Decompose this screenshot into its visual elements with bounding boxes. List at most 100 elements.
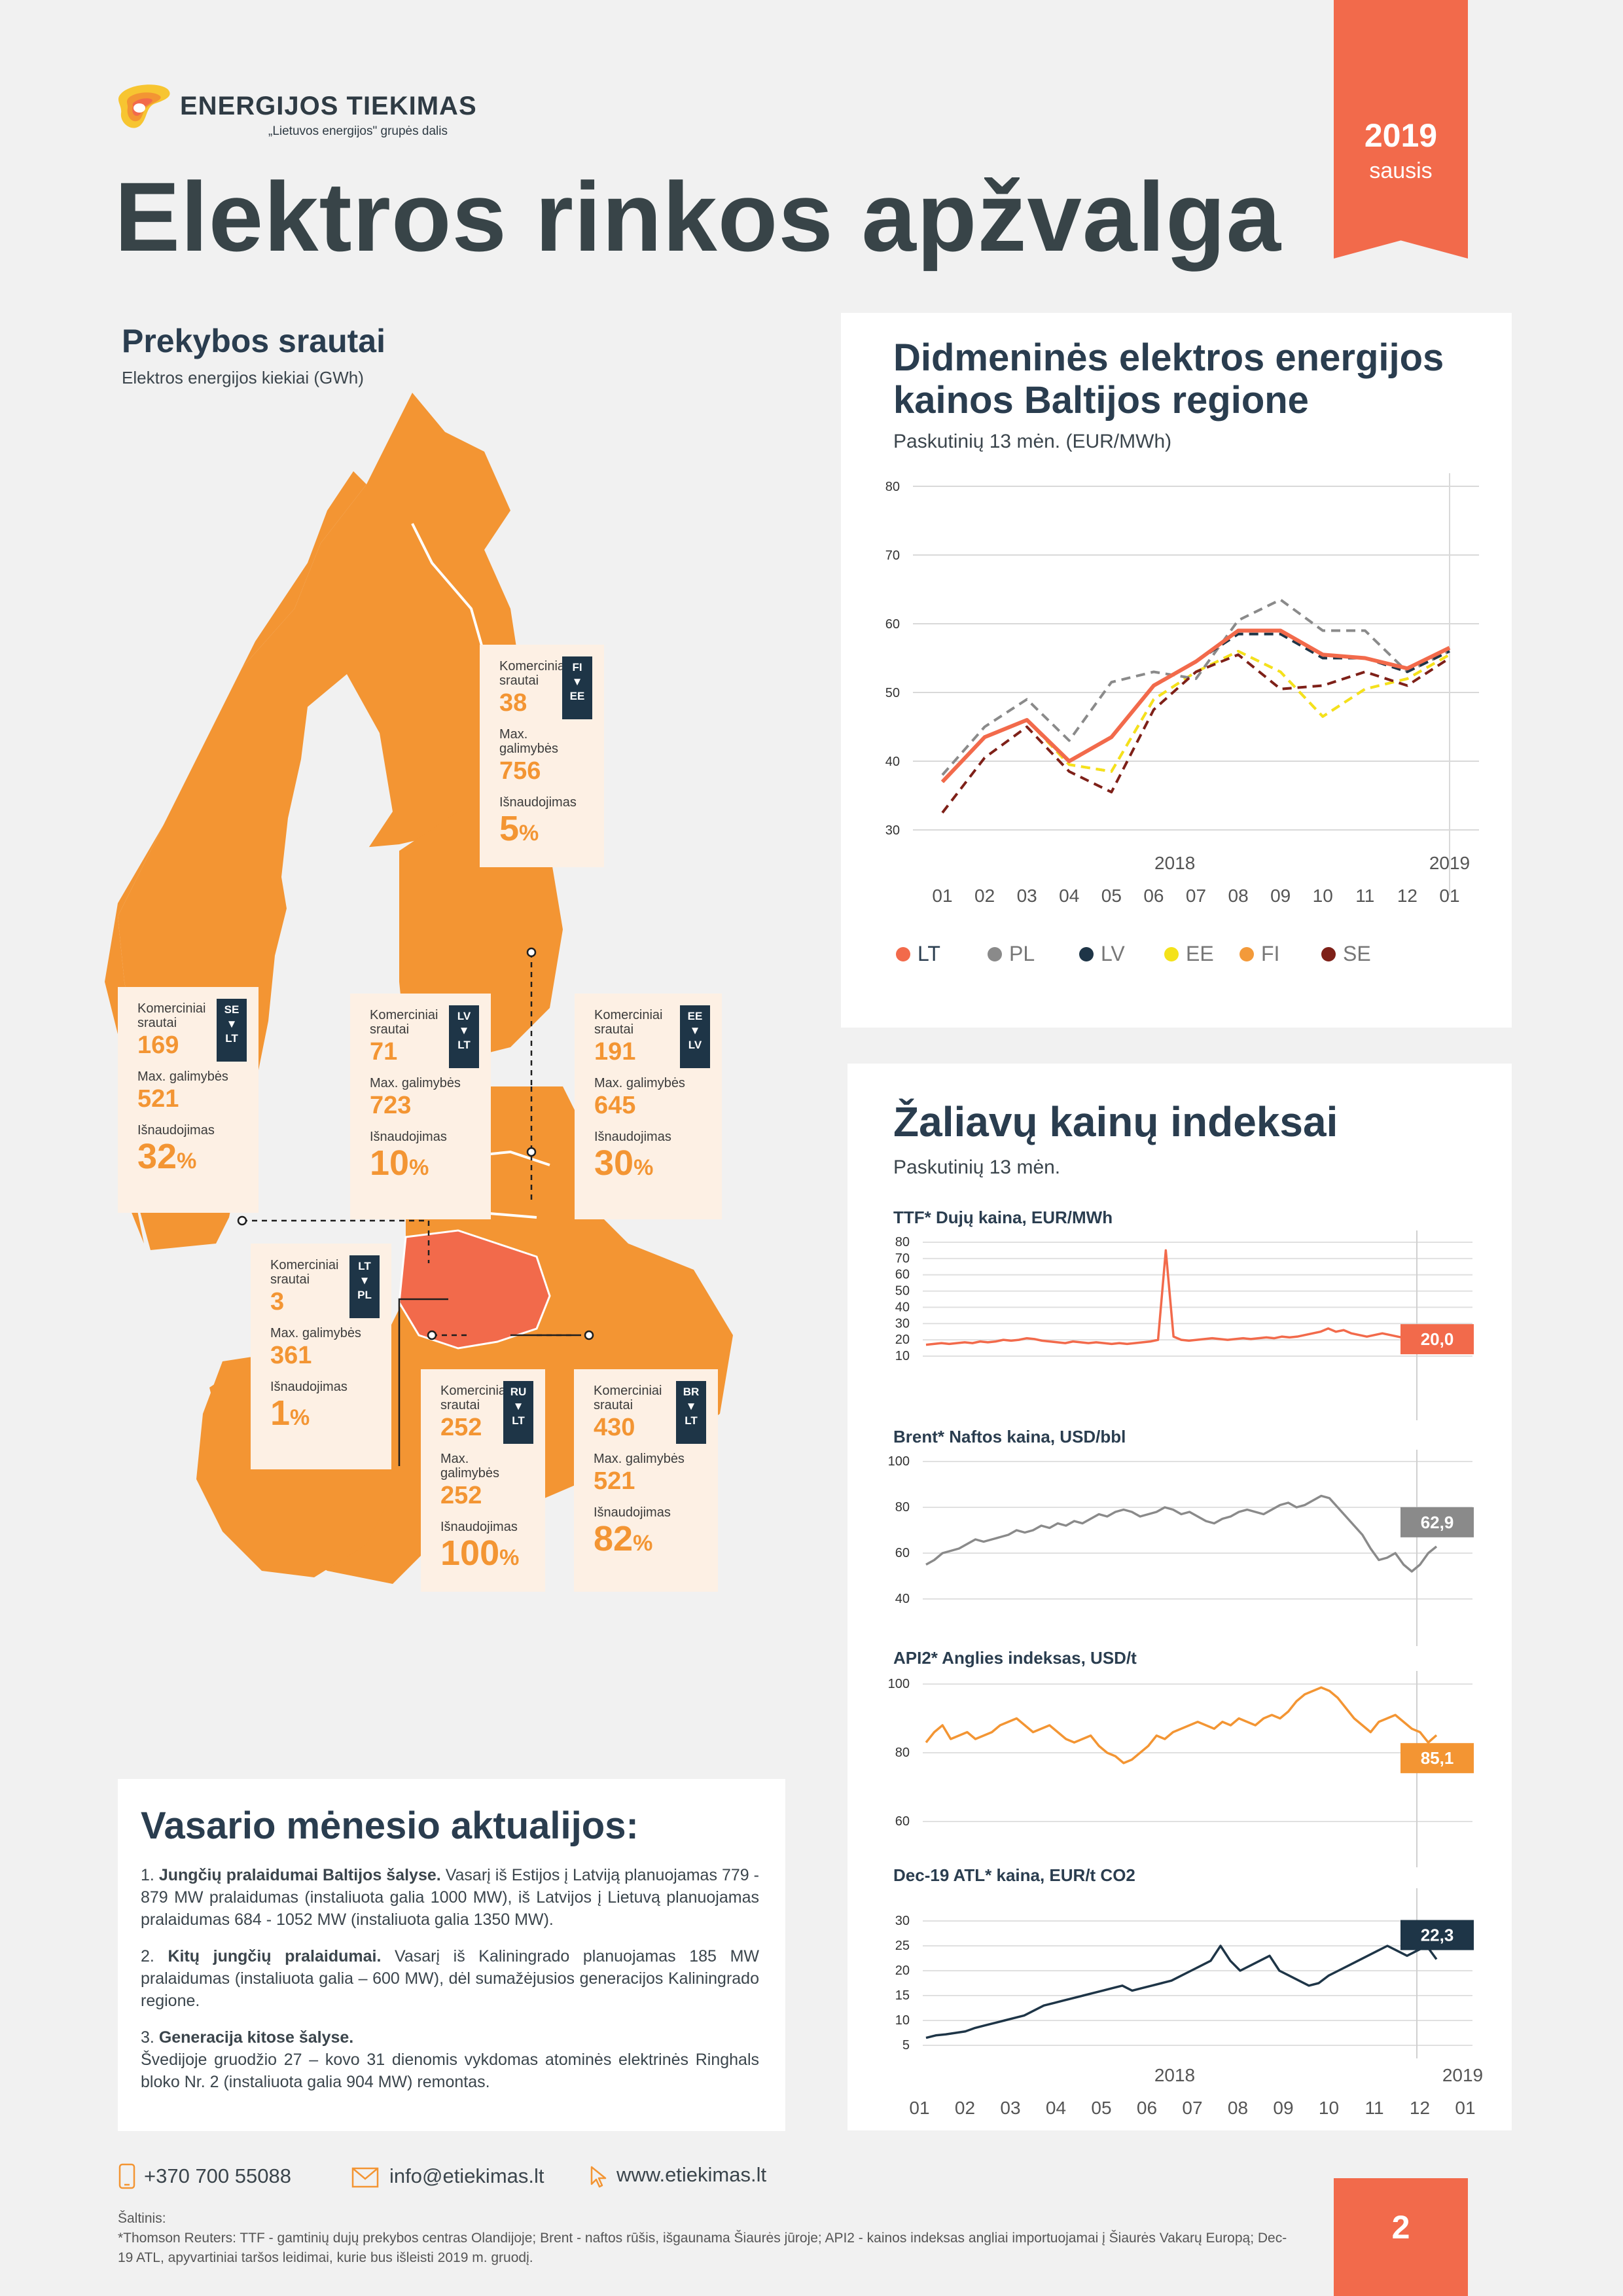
- badge-lv-lt: LV ▼ LT: [449, 1005, 479, 1068]
- legend-label-ee: EE: [1186, 942, 1214, 965]
- y-tick-label: 80: [895, 1746, 910, 1760]
- y-tick-label: 10: [895, 2013, 910, 2028]
- flow-br-lt: Komerciniai srautai 430 Max. galimybės 5…: [574, 1369, 718, 1592]
- y-tick-label: 25: [895, 1939, 910, 1953]
- last-value-label: 85,1: [1421, 1748, 1454, 1768]
- page-number: 2: [1334, 2178, 1468, 2296]
- flow-lt-pl: Komerciniai srautai 3 Max. galimybės 361…: [251, 1244, 391, 1469]
- legend-dot-se: [1321, 947, 1336, 961]
- x-tick-label: 03: [1000, 2098, 1020, 2118]
- y-tick-label: 40: [895, 1300, 910, 1314]
- api2-title: API2* Anglies indeksas, USD/t: [893, 1648, 1137, 1668]
- year-label-2018: 2018: [1154, 853, 1195, 873]
- phone-icon: [118, 2163, 135, 2189]
- page-title: Elektros rinkos apžvalga: [115, 162, 1282, 272]
- month-label: sausis: [1369, 158, 1433, 183]
- prices-title-2: kainos Baltijos regione: [893, 379, 1309, 422]
- last-value-box: [1400, 1324, 1474, 1355]
- legend-label-lv: LV: [1101, 942, 1125, 965]
- y-tick-label: 60: [895, 1814, 910, 1829]
- legend-label-se: SE: [1343, 942, 1371, 965]
- x-tick-label: 02: [955, 2098, 975, 2118]
- news-card: Vasario mėnesio aktualijos: 1. Jungčių p…: [118, 1779, 785, 2131]
- legend-dot-ee: [1164, 947, 1179, 961]
- y-tick-label: 40: [895, 1592, 910, 1606]
- series-line-api2: [925, 1686, 1438, 1765]
- logo: ENERGIJOS TIEKIMAS „Lietuvos energijos" …: [115, 82, 507, 147]
- x-tick-label: 07: [1182, 2098, 1202, 2118]
- x-tick-label: 01: [1455, 2098, 1475, 2118]
- series-line-lt: [940, 628, 1451, 783]
- series-line-ets: [925, 1945, 1438, 2039]
- x-tick-label: 08: [1228, 886, 1249, 906]
- last-value-box: [1400, 1920, 1474, 1950]
- x-tick-label: 12: [1410, 2098, 1430, 2118]
- badge-ru-lt: RU ▼ LT: [503, 1381, 533, 1444]
- badge-se-lt: SE ▼ LT: [217, 999, 247, 1062]
- commodities-card: Žaliavų kainų indeksai Paskutinių 13 mėn…: [847, 1064, 1512, 2130]
- x-tick-label: 12: [1397, 886, 1418, 906]
- x-tick-label: 08: [1228, 2098, 1248, 2118]
- flow-arrow-solid: [398, 1298, 576, 1466]
- x-tick-label: 03: [1017, 886, 1037, 906]
- ets-title: Dec-19 ATL* kaina, EUR/t CO2: [893, 1865, 1135, 1885]
- y-tick-label: 50: [885, 686, 900, 700]
- last-value-label: 22,3: [1421, 1926, 1454, 1945]
- news-item-3: 3. Generacija kitose šalyse. Švedijoje gr…: [141, 2028, 759, 2091]
- year-label: 2019: [1364, 117, 1438, 154]
- x-tick-label: 11: [1355, 886, 1374, 906]
- company-subtitle: „Lietuvos energijos" grupės dalis: [268, 124, 448, 138]
- flow-ru-lt: Komerciniai srautai 252 Max. galimybės 2…: [421, 1369, 545, 1592]
- y-tick-label: 80: [895, 1235, 910, 1249]
- trade-subtitle: Elektros energijos kiekiai (GWh): [122, 368, 364, 387]
- y-tick-label: 60: [885, 617, 900, 632]
- y-tick-label: 30: [895, 1914, 910, 1928]
- flow-lv-lt: Komerciniai srautai 71 Max. galimybės 72…: [350, 994, 491, 1219]
- series-line-brent: [925, 1494, 1438, 1573]
- last-value-label: 20,0: [1421, 1329, 1454, 1349]
- legend-dot-fi: [1240, 947, 1254, 961]
- news-body: 1. Jungčių pralaidumai Baltijos šalyse. …: [141, 1864, 759, 2093]
- flow-fi-ee: Komerciniai srautai 38 Max. galimybės 75…: [480, 645, 604, 867]
- y-tick-label: 70: [885, 548, 900, 563]
- y-tick-label: 80: [895, 1500, 910, 1515]
- x-tick-label: 09: [1273, 2098, 1293, 2118]
- sources: Šaltinis: *Thomson Reuters: TTF - gamtin…: [118, 2211, 1287, 2265]
- news-title: Vasario mėnesio aktualijos:: [141, 1804, 639, 1847]
- series-line-ttf: [925, 1249, 1437, 1346]
- x-tick-label: 01: [909, 2098, 929, 2118]
- y-tick-label: 40: [885, 755, 900, 769]
- y-tick-label: 30: [895, 1316, 910, 1331]
- date-ribbon: 2019 sausis: [1334, 0, 1468, 259]
- trade-title: Prekybos srautai: [122, 323, 385, 359]
- electricity-price-chart: 30 40 50 60 70 80 01 02 03 04 05 06 07 08 09 10 11 12 01 20…: [885, 473, 1479, 965]
- x-tick-label: 10: [1313, 886, 1333, 906]
- legend-label-pl: PL: [1009, 942, 1035, 965]
- series-line-se: [941, 653, 1451, 814]
- company-name: ENERGIJOS TIEKIMAS: [180, 92, 477, 120]
- x-tick-label: 04: [1046, 2098, 1066, 2118]
- year-label-2019: 2019: [1442, 2065, 1483, 2085]
- y-tick-label: 15: [895, 1988, 910, 2003]
- flow-arrows: [242, 952, 589, 1336]
- flow-markers: [237, 947, 594, 1340]
- map-gulf: [281, 674, 393, 916]
- badge-lt-pl: LT ▼ PL: [349, 1255, 380, 1318]
- last-value-box: [1400, 1743, 1474, 1774]
- x-tick-label: 01: [932, 886, 952, 906]
- x-tick-label: 11: [1364, 2098, 1383, 2118]
- x-tick-label: 01: [1439, 886, 1459, 906]
- y-tick-label: 10: [895, 1349, 910, 1363]
- series-line-pl: [941, 598, 1450, 776]
- legend-label-fi: FI: [1261, 942, 1279, 965]
- series-line-lv: [941, 632, 1450, 783]
- x-tick-label: 10: [1319, 2098, 1339, 2118]
- cursor-icon: [590, 2166, 607, 2188]
- y-tick-label: 80: [885, 480, 900, 494]
- news-item-1: 1. Jungčių pralaidumai Baltijos šalyse. …: [141, 1866, 759, 1929]
- legend-dot-lt: [896, 947, 910, 961]
- year-label-2019: 2019: [1429, 853, 1470, 873]
- x-tick-label: 06: [1137, 2098, 1157, 2118]
- badge-ee-lv: EE ▼ LV: [680, 1005, 710, 1068]
